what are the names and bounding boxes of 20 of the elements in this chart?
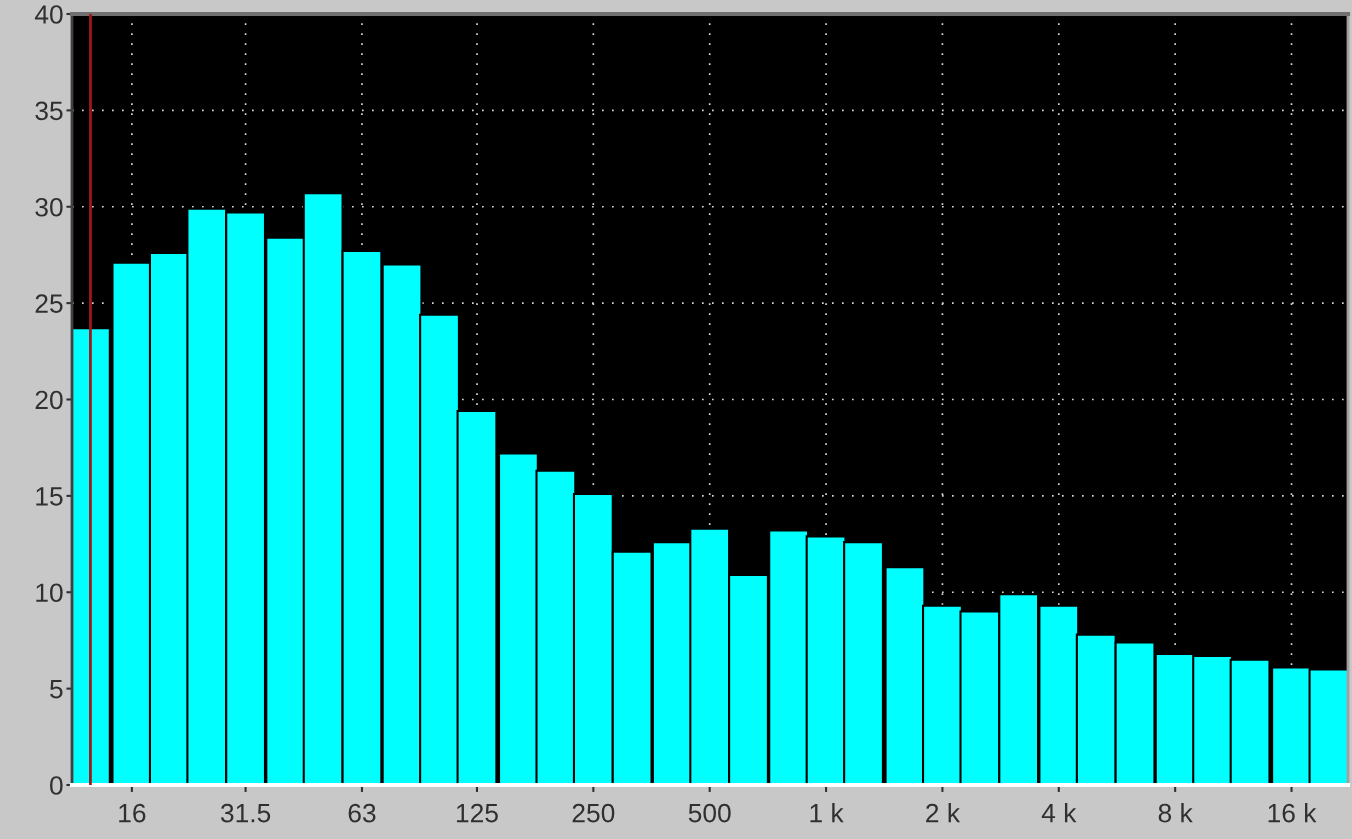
y-tick-label: 10 [36,583,63,603]
x-tick-label: 500 [688,803,731,823]
x-tick-label: 1 k [810,803,844,823]
y-tick-label: 15 [36,487,63,506]
x-tick-label: 8 k [1158,803,1193,823]
x-tick-label: 4 k [1041,803,1077,823]
x-tick-label: 2 k [926,803,961,823]
y-tick-label: 20 [35,390,63,410]
y-tick-label: 40 [34,5,63,24]
x-tick-label: 250 [572,803,615,823]
x-tick-label: 31.5 [220,803,271,823]
y-tick-label: 0 [50,776,63,795]
y-tick-label: 35 [35,101,63,121]
y-tick-label: 25 [35,294,63,313]
x-tick-label: 16 [119,803,146,823]
y-tick-label: 30 [35,197,63,217]
x-tick-label: 125 [456,803,498,823]
x-tick-label: 63 [348,803,376,823]
x-tick-label: 16 k [1268,803,1317,823]
y-tick-label: 5 [50,680,63,699]
